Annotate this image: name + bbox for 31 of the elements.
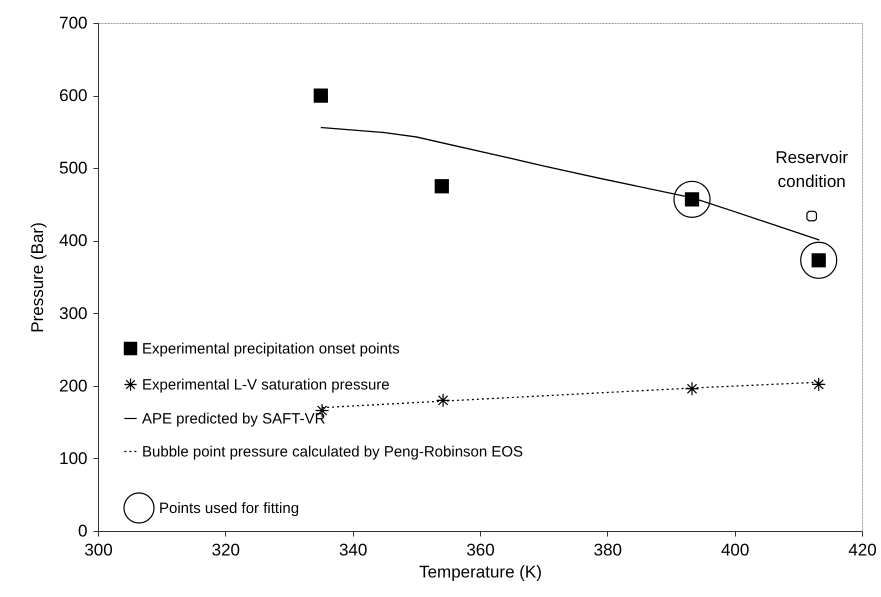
y-axis-title: Pressure (Bar) — [28, 222, 48, 333]
y-tick-label: 0 — [78, 522, 88, 540]
y-tick-label: 700 — [59, 14, 88, 32]
y-tick-label: 200 — [59, 376, 88, 396]
x-tick-label: 380 — [594, 540, 622, 560]
point — [434, 179, 449, 194]
x-tick-label: 320 — [212, 540, 240, 560]
point — [684, 382, 700, 396]
point — [436, 393, 450, 408]
legend-label: Experimental L-V saturation pressure — [142, 376, 390, 394]
legend-label: Bubble point pressure calculated by Peng-Robinson EOS — [142, 444, 524, 460]
y-tick-label: 600 — [59, 86, 88, 106]
x-tick-label: 400 — [720, 540, 750, 560]
annotation: Reservoir condition — [775, 148, 848, 192]
x-tick-label: 420 — [848, 540, 877, 560]
x-tick-label: 340 — [338, 540, 368, 560]
point — [806, 210, 818, 222]
point — [800, 242, 838, 279]
point — [812, 377, 826, 392]
legend-label: Experimental precipitation onset points — [142, 340, 400, 358]
y-tick-label: 500 — [59, 158, 88, 178]
legend-label: APE predicted by SAFT-VR — [142, 410, 326, 428]
legend-label: Points used for fitting — [159, 500, 300, 517]
x-axis-title: Temperature (K) — [419, 562, 542, 582]
point — [673, 180, 711, 218]
x-tick-label: 360 — [466, 540, 495, 560]
x-tick-label: 300 — [84, 540, 113, 560]
point — [314, 88, 328, 103]
y-tick-label: 100 — [59, 448, 88, 468]
y-tick-label: 300 — [59, 304, 88, 323]
y-tick-label: 400 — [59, 231, 88, 250]
